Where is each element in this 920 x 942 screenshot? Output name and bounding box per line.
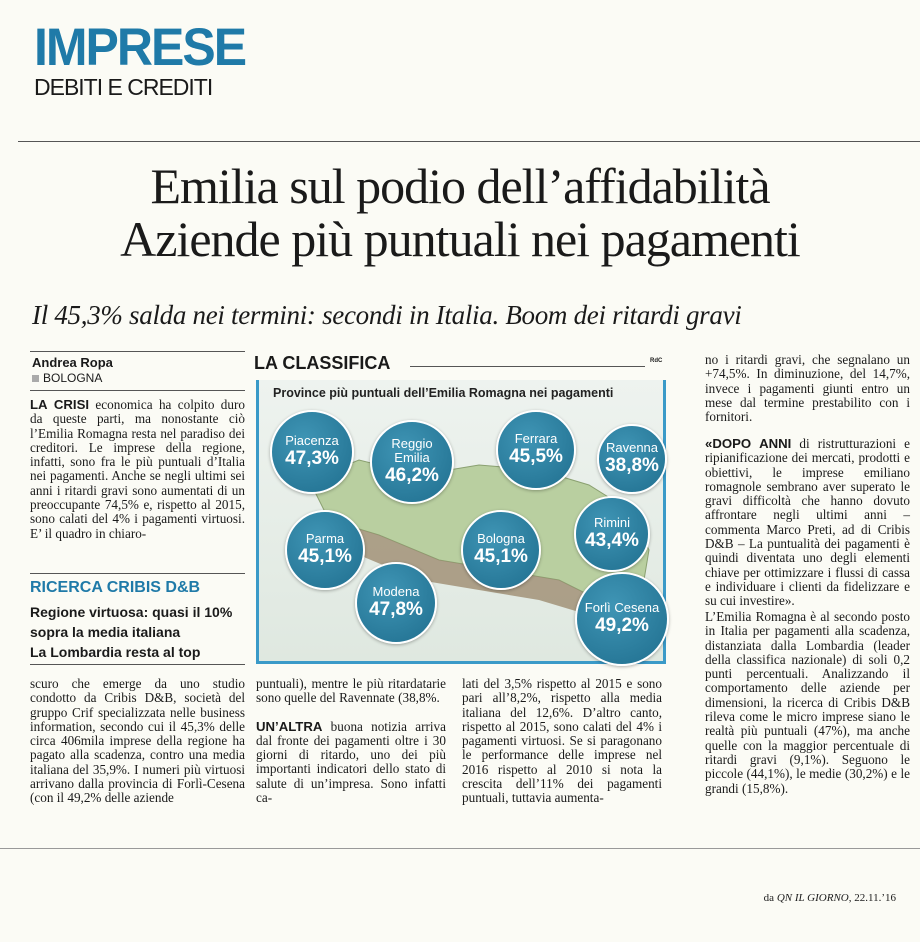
- paragraph-text: puntuali), mentre le più ritardatarie so…: [256, 676, 446, 706]
- paragraph-1: LA CRISI economica ha colpito duro da qu…: [30, 397, 245, 541]
- infographic-label: LA CLASSIFICA: [254, 353, 391, 373]
- section-title: IMPRESE: [34, 17, 247, 77]
- paragraph-3-continued: lati del 3,5% rispetto al 2015 e sono pa…: [462, 676, 662, 806]
- province-bubble: Ferrara 45,5%: [496, 410, 576, 490]
- divider: [30, 390, 245, 391]
- divider: [18, 141, 920, 142]
- province-name: Ravenna: [605, 440, 659, 455]
- province-bubble: Reggio Emilia 46,2%: [370, 420, 454, 504]
- province-value: 38,8%: [605, 455, 659, 476]
- section-subtitle: DEBITI E CREDITI: [34, 74, 213, 100]
- divider: [30, 664, 245, 665]
- paragraph-text: economica ha colpito duro da queste part…: [30, 397, 245, 541]
- province-value: 43,4%: [585, 530, 639, 551]
- summary-line: sopra la media italiana: [30, 624, 181, 640]
- lead-in: LA CRISI: [30, 397, 90, 412]
- source-prefix: da: [763, 892, 777, 904]
- paragraph-5: «DOPO ANNI di ristrutturazioni e ripiani…: [705, 436, 911, 609]
- headline-line-1: Emilia sul podio dell’affidabilità: [150, 158, 770, 214]
- paragraph-text: di ristrutturazioni e ripianificazione d…: [705, 436, 911, 609]
- paragraph-4: no i ritardi gravi, che segnalano un +74…: [705, 352, 910, 425]
- sidebar-kicker: RICERCA CRIBIS D&B: [30, 579, 201, 596]
- summary-line: Regione virtuosa: quasi il 10%: [30, 604, 233, 620]
- province-bubble: Bologna 45,1%: [461, 510, 541, 590]
- paragraph-1-continued: scuro che emerge da uno studio condotto …: [30, 676, 245, 806]
- province-value: 46,2%: [385, 465, 439, 486]
- lead-in: «DOPO ANNI: [705, 436, 792, 451]
- province-value: 47,8%: [369, 599, 423, 620]
- source-credit: da QN IL GIORNO, 22.11.’16: [764, 892, 896, 904]
- divider: [30, 573, 245, 574]
- source-paper: QN IL GIORNO: [776, 892, 849, 904]
- province-name: Ferrara: [514, 431, 558, 446]
- summary-line: La Lombardia resta al top: [30, 644, 201, 660]
- infographic-credit: RdC: [650, 358, 663, 364]
- infographic-title: Province più puntuali dell’Emilia Romagn…: [273, 386, 614, 400]
- divider: [30, 351, 245, 352]
- province-name: Rimini: [593, 515, 631, 530]
- byline-city: BOLOGNA: [32, 371, 102, 385]
- city-label: BOLOGNA: [43, 371, 103, 385]
- province-value: 45,1%: [298, 546, 352, 567]
- province-bubble: Rimini 43,4%: [574, 496, 650, 572]
- province-value: 47,3%: [285, 448, 339, 469]
- headline-line-2: Aziende più puntuali nei pagamenti: [120, 211, 801, 267]
- province-bubble: Modena 47,8%: [355, 562, 437, 644]
- province-bubble: Piacenza 47,3%: [270, 410, 354, 494]
- deck: Il 45,3% salda nei termini: secondi in I…: [32, 300, 742, 330]
- byline-author: Andrea Ropa: [32, 355, 113, 370]
- square-icon: [32, 375, 39, 382]
- province-value: 49,2%: [595, 615, 649, 636]
- divider: [0, 848, 920, 849]
- infographic-box: Province più puntuali dell’Emilia Romagn…: [256, 380, 669, 666]
- province-name: Parma: [305, 531, 345, 546]
- province-value: 45,5%: [509, 446, 563, 467]
- paragraph-2: puntuali), mentre le più ritardatarie so…: [256, 676, 446, 806]
- province-name: Piacenza: [285, 433, 339, 448]
- province-name: Reggio Emilia: [391, 436, 433, 465]
- province-name: Forlì Cesena: [584, 600, 660, 615]
- province-bubble: Forlì Cesena 49,2%: [575, 572, 669, 666]
- province-bubble: Ravenna 38,8%: [597, 424, 667, 494]
- paragraph-6: L’Emilia Romagna è al secondo posto in I…: [705, 609, 910, 796]
- lead-in: UN’ALTRA: [256, 718, 323, 734]
- sidebar-summary: Regione virtuosa: quasi il 10% sopra la …: [30, 602, 232, 662]
- province-value: 45,1%: [474, 546, 528, 567]
- divider: [410, 366, 645, 367]
- source-date: , 22.11.’16: [848, 892, 896, 904]
- province-name: Bologna: [477, 531, 525, 546]
- province-name: Modena: [372, 584, 420, 599]
- paragraph-text: buona notizia arriva dal fronte dei paga…: [256, 718, 446, 806]
- province-bubble: Parma 45,1%: [285, 510, 365, 590]
